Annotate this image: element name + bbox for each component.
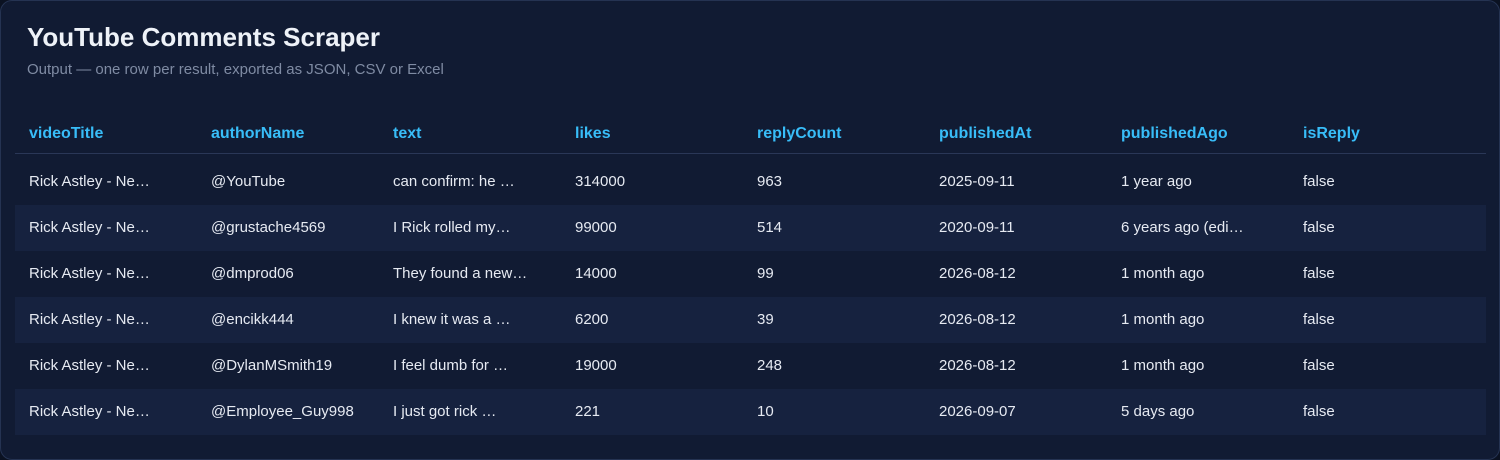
- table-cell: 2025-09-11: [939, 173, 1015, 190]
- table-cell: 314000: [575, 173, 626, 190]
- table-cell: 19000: [575, 357, 617, 374]
- table-cell: @DylanMSmith19: [211, 357, 333, 374]
- table-cell: 6 years ago (edi…: [1121, 219, 1244, 236]
- table-cell: false: [1303, 173, 1335, 190]
- table-row: Rick Astley - Ne… @grustache4569 I Rick ro…: [15, 205, 1486, 251]
- table-cell: Rick Astley - Ne…: [29, 403, 150, 420]
- table-cell: Rick Astley - Ne…: [29, 173, 150, 190]
- table-cell: 10: [757, 403, 774, 420]
- column-header: text: [393, 125, 422, 142]
- table-row: Rick Astley - Ne… @dmprod06 They found a n…: [15, 251, 1486, 297]
- table-row: Rick Astley - Ne… @encikk444 I knew it was…: [15, 297, 1486, 343]
- table-cell: 1 year ago: [1121, 173, 1192, 190]
- table-cell: I knew it was a …: [393, 311, 511, 328]
- table-cell: 5 days ago: [1121, 403, 1195, 420]
- table-row: Rick Astley - Ne… @YouTube can confirm: he…: [15, 159, 1486, 205]
- table-cell: 2026-08-12: [939, 265, 1016, 282]
- column-header: videoTitle: [29, 125, 104, 142]
- table-cell: Rick Astley - Ne…: [29, 265, 150, 282]
- table-cell: 1 month ago: [1121, 265, 1205, 282]
- table-cell: Rick Astley - Ne…: [29, 357, 150, 374]
- table-row: Rick Astley - Ne… @Employee_Guy998 I just …: [15, 389, 1486, 435]
- table-cell: 6200: [575, 311, 609, 328]
- table-body: Rick Astley - Ne… @YouTube can confirm: he…: [15, 159, 1486, 435]
- title: YouTube Comments Scraper: [27, 22, 380, 52]
- table-cell: 39: [757, 311, 774, 328]
- table-cell: 14000: [575, 265, 617, 282]
- table-cell: 963: [757, 173, 783, 190]
- table-cell: Rick Astley - Ne…: [29, 219, 150, 236]
- column-header: publishedAt: [939, 125, 1032, 142]
- column-header: replyCount: [757, 125, 842, 142]
- table-row: Rick Astley - Ne… @DylanMSmith19 I feel du…: [15, 343, 1486, 389]
- table-cell: I Rick rolled my…: [393, 219, 511, 236]
- table-cell: false: [1303, 219, 1335, 236]
- table-cell: can confirm: he …: [393, 173, 515, 190]
- column-header: likes: [575, 125, 611, 142]
- table-cell: 514: [757, 219, 783, 236]
- table-cell: false: [1303, 357, 1335, 374]
- table-cell: Rick Astley - Ne…: [29, 311, 150, 328]
- table-cell: @Employee_Guy998: [211, 403, 354, 420]
- table-cell: 221: [575, 403, 601, 420]
- table-cell: 99: [757, 265, 774, 282]
- table-cell: 2026-08-12: [939, 357, 1016, 374]
- table-cell: @grustache4569: [211, 219, 326, 236]
- table-cell: @encikk444: [211, 311, 294, 328]
- table-cell: false: [1303, 311, 1335, 328]
- table-cell: 2026-08-12: [939, 311, 1016, 328]
- table-cell: @dmprod06: [211, 265, 294, 282]
- table-cell: I feel dumb for …: [393, 357, 509, 374]
- table-cell: 99000: [575, 219, 617, 236]
- table-cell: I just got rick …: [393, 403, 497, 420]
- table-cell: false: [1303, 403, 1335, 420]
- subtitle: Output — one row per result, exported as…: [27, 61, 444, 78]
- column-header: publishedAgo: [1121, 125, 1228, 142]
- table-cell: 2020-09-11: [939, 219, 1015, 236]
- table-cell: 2026-09-07: [939, 403, 1016, 420]
- table: videoTitle authorName text likes replyCount p…: [15, 113, 1486, 435]
- header-row: videoTitle authorName text likes replyCount p…: [15, 113, 1486, 154]
- table-cell: They found a new…: [393, 265, 528, 282]
- table-cell: 248: [757, 357, 783, 374]
- table-cell: false: [1303, 265, 1335, 282]
- table-cell: @YouTube: [211, 173, 286, 190]
- table-cell: 1 month ago: [1121, 311, 1205, 328]
- column-header: isReply: [1303, 125, 1360, 142]
- column-header: authorName: [211, 125, 305, 142]
- table-cell: 1 month ago: [1121, 357, 1205, 374]
